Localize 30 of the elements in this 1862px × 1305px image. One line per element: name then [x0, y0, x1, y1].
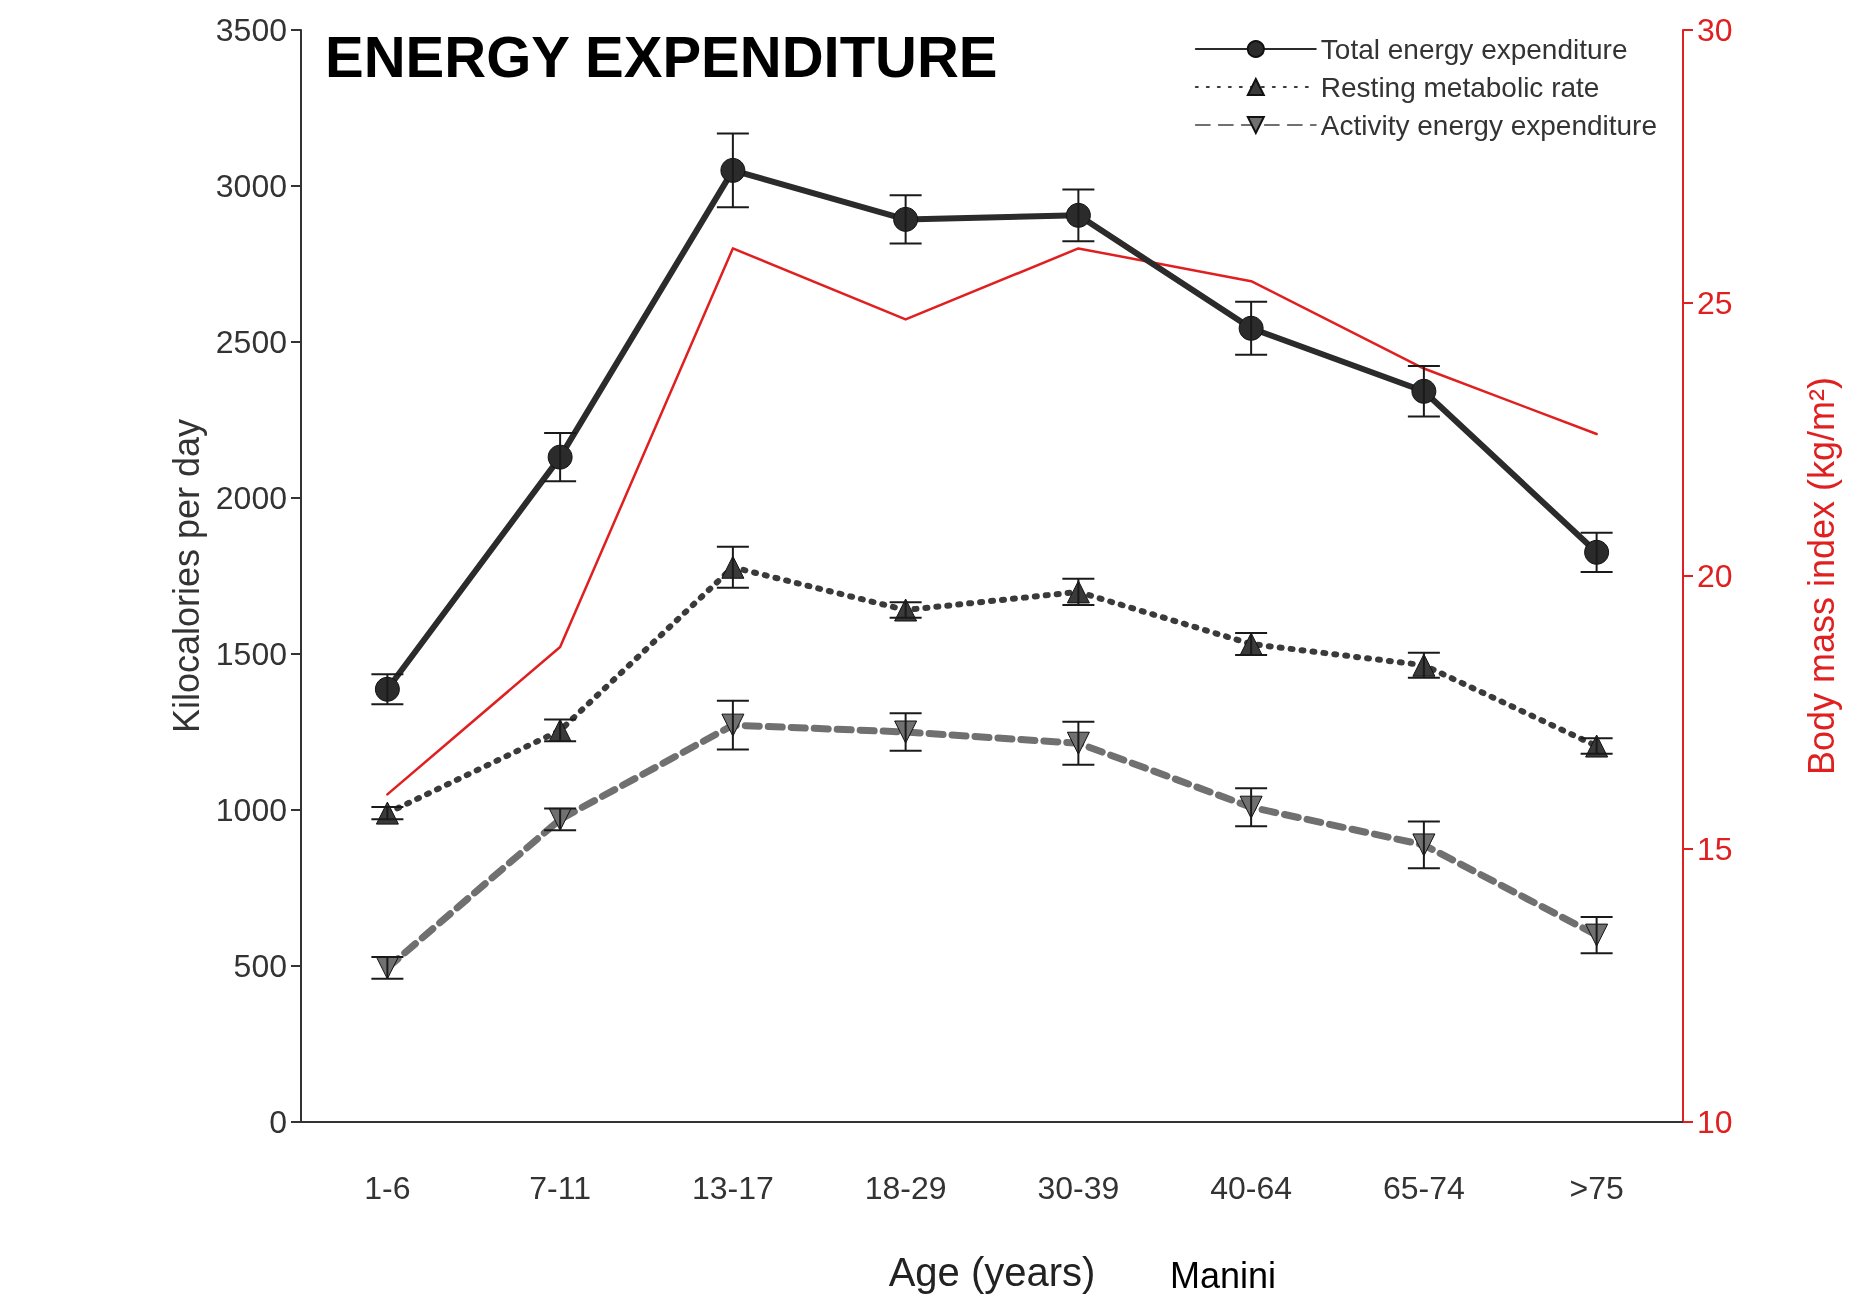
y-tick-label: 0: [269, 1104, 287, 1140]
legend-label: Total energy expenditure: [1320, 33, 1628, 65]
y-tick-label: 3500: [215, 12, 287, 48]
x-axis-title: Age (years): [888, 1250, 1096, 1294]
x-tick-label: 65-74: [1382, 1170, 1465, 1206]
legend-label: Resting metabolic rate: [1320, 71, 1600, 103]
y-tick-label: 2000: [215, 480, 287, 516]
x-tick-label: 13-17: [691, 1170, 774, 1206]
y-axis-title: Kilocalories per day: [166, 418, 208, 734]
y-tick-label: 500: [233, 948, 287, 984]
x-tick-label: >75: [1569, 1170, 1624, 1206]
y-tick-label: 2500: [215, 324, 287, 360]
y2-tick-label: 10: [1697, 1104, 1733, 1140]
x-tick-label: 7-11: [529, 1170, 591, 1206]
y2-axis-title: Body mass index (kg/m²): [1800, 376, 1842, 776]
y-tick-label: 1500: [215, 636, 287, 672]
line-series: [386, 247, 1598, 796]
y-tick-label: 3000: [215, 168, 287, 204]
x-tick-label: 18-29: [864, 1170, 947, 1206]
y2-tick-label: 25: [1697, 285, 1733, 321]
x-tick-label: 30-39: [1037, 1170, 1120, 1206]
y2-tick-label: 20: [1697, 558, 1733, 594]
x-tick-label: 1-6: [364, 1170, 411, 1206]
y2-tick-label: 15: [1697, 831, 1733, 867]
legend-label: Activity energy expenditure: [1320, 109, 1658, 141]
chart-title: ENERGY EXPENDITURE: [325, 23, 998, 89]
y-tick-label: 1000: [215, 792, 287, 828]
x-tick-label: 40-64: [1210, 1170, 1293, 1206]
text: Manini: [1170, 1255, 1277, 1297]
y2-tick-label: 30: [1697, 12, 1733, 48]
